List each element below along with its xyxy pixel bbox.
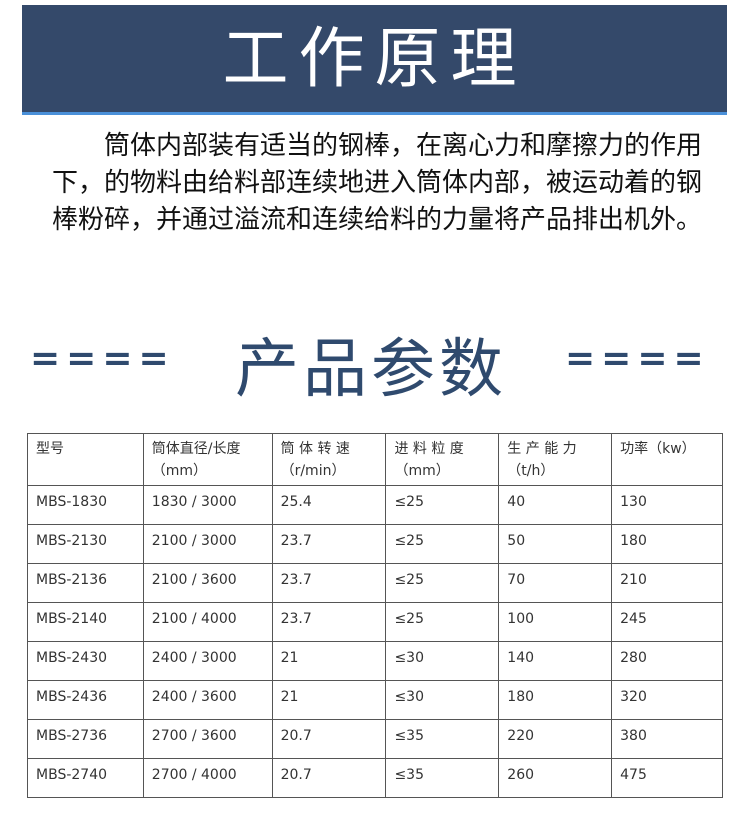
table-row: MBS-2430 2400 / 3000 21 ≤30 140 280	[27, 641, 723, 681]
table-cell: ≤25	[385, 563, 500, 603]
table-cell: ≤30	[385, 641, 500, 681]
column-header: 筒 体 转 速 （r/min）	[271, 433, 387, 486]
table-cell: 140	[498, 641, 613, 681]
right-decoration: ====	[565, 338, 710, 379]
table-cell: 23.7	[271, 563, 387, 603]
table-cell: 40	[498, 485, 613, 525]
table-cell: 70	[498, 563, 613, 603]
table-cell: ≤35	[385, 758, 500, 798]
table-cell: 2100 / 4000	[142, 602, 273, 642]
table-cell: 50	[498, 524, 613, 564]
header-label: 生 产 能 力	[507, 441, 577, 457]
table-cell: ≤30	[385, 680, 500, 720]
table-cell: 2400 / 3000	[142, 641, 273, 681]
table-cell: 2700 / 3600	[142, 719, 273, 759]
table-cell: 260	[498, 758, 613, 798]
table-cell: 320	[611, 680, 723, 720]
table-cell: 2100 / 3000	[142, 524, 273, 564]
header-label: 功率（kw）	[620, 441, 696, 457]
table-row: MBS-2136 2100 / 3600 23.7 ≤25 70 210	[27, 563, 723, 603]
table-cell: 20.7	[271, 758, 387, 798]
table-cell: MBS-2436	[27, 680, 144, 720]
table-cell: MBS-2140	[27, 602, 144, 642]
params-table: 型号 筒体直径/长度 （mm） 筒 体 转 速 （r/min） 进 料 粒 度 （mm） 生 …	[27, 433, 723, 798]
table-cell: 2100 / 3600	[142, 563, 273, 603]
banner-title: 工作原理	[222, 19, 527, 97]
table-cell: MBS-2130	[27, 524, 144, 564]
table-cell: 280	[611, 641, 723, 681]
table-cell: 1830 / 3000	[142, 485, 273, 525]
product-params-heading: ==== 产品参数 ====	[0, 318, 750, 407]
table-cell: 2400 / 3600	[142, 680, 273, 720]
table-cell: 220	[498, 719, 613, 759]
table-row: MBS-1830 1830 / 3000 25.4 ≤25 40 130	[27, 485, 723, 525]
table-cell: MBS-1830	[27, 485, 144, 525]
header-label: 筒体直径/长度	[151, 441, 241, 457]
column-header: 生 产 能 力 （t/h）	[498, 433, 613, 486]
table-cell: 23.7	[271, 524, 387, 564]
table-cell: 2700 / 4000	[142, 758, 273, 798]
header-unit: （mm）	[151, 463, 208, 479]
header-label: 进 料 粒 度	[394, 441, 464, 457]
table-cell: MBS-2736	[27, 719, 144, 759]
table-row: MBS-2130 2100 / 3000 23.7 ≤25 50 180	[27, 524, 723, 564]
description-paragraph: 筒体内部装有适当的钢棒，在离心力和摩擦力的作用下，的物料由给料部连续地进入筒体内…	[52, 131, 703, 235]
table-cell: 21	[271, 680, 387, 720]
table-cell: 25.4	[271, 485, 387, 525]
table-cell: MBS-2740	[27, 758, 144, 798]
table-cell: 245	[611, 602, 723, 642]
header-label: 型号	[36, 441, 64, 457]
table-cell: 180	[498, 680, 613, 720]
table-row: MBS-2736 2700 / 3600 20.7 ≤35 220 380	[27, 719, 723, 759]
left-decoration: ====	[30, 338, 175, 379]
table-cell: 380	[611, 719, 723, 759]
header-label: 筒 体 转 速	[280, 441, 350, 457]
table-cell: ≤25	[385, 602, 500, 642]
table-cell: 130	[611, 485, 723, 525]
table-row: MBS-2436 2400 / 3600 21 ≤30 180 320	[27, 680, 723, 720]
working-principle-banner: 工作原理	[22, 5, 727, 115]
table-header-row: 型号 筒体直径/长度 （mm） 筒 体 转 速 （r/min） 进 料 粒 度 （mm） 生 …	[27, 433, 723, 486]
table-cell: ≤25	[385, 485, 500, 525]
table-cell: MBS-2430	[27, 641, 144, 681]
table-cell: 21	[271, 641, 387, 681]
table-cell: 23.7	[271, 602, 387, 642]
column-header: 筒体直径/长度 （mm）	[142, 433, 273, 486]
column-header: 型号	[27, 433, 144, 486]
table-cell: ≤25	[385, 524, 500, 564]
header-unit: （r/min）	[280, 463, 346, 479]
table-cell: MBS-2136	[27, 563, 144, 603]
table-row: MBS-2740 2700 / 4000 20.7 ≤35 260 475	[27, 758, 723, 798]
table-cell: 475	[611, 758, 723, 798]
table-cell: ≤35	[385, 719, 500, 759]
header-unit: （t/h）	[507, 463, 555, 479]
table-cell: 20.7	[271, 719, 387, 759]
table-cell: 100	[498, 602, 613, 642]
column-header: 功率（kw）	[611, 433, 723, 486]
header-unit: （mm）	[394, 463, 450, 479]
section-title: 产品参数	[235, 333, 507, 407]
table-cell: 180	[611, 524, 723, 564]
column-header: 进 料 粒 度 （mm）	[385, 433, 500, 486]
table-row: MBS-2140 2100 / 4000 23.7 ≤25 100 245	[27, 602, 723, 642]
table-cell: 210	[611, 563, 723, 603]
